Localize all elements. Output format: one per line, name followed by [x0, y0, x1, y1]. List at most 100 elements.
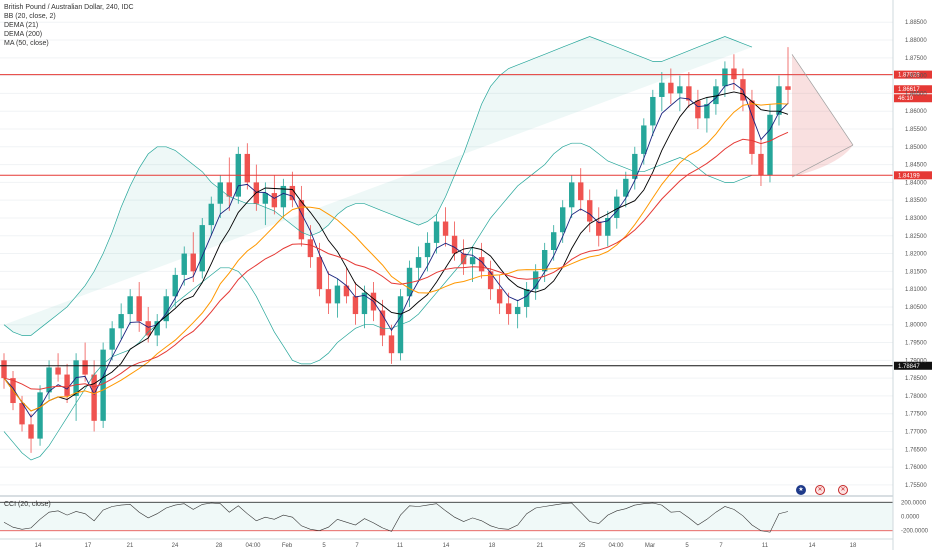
candle: [541, 242, 548, 283]
price-tick-label: 1.79000: [905, 358, 927, 364]
candle-body: [731, 68, 737, 80]
candle: [154, 314, 160, 347]
candle-body: [46, 367, 52, 393]
flag-au-icon[interactable]: ★: [796, 485, 806, 495]
cci-tick-label: 200.0000: [901, 500, 927, 506]
candle-body: [605, 217, 611, 236]
candle: [659, 72, 665, 112]
candle-body: [623, 178, 629, 197]
legend-dema200: DEMA (200): [4, 31, 43, 38]
candle-body: [307, 239, 314, 258]
candle-body: [55, 367, 61, 375]
candle: [505, 292, 512, 325]
dema200-line: [3, 131, 789, 390]
flag-uk-icon[interactable]: ✕: [815, 485, 825, 495]
candle: [451, 221, 458, 261]
chart-legend: British Pound / Australian Dollar, 240, …: [4, 3, 134, 48]
candle-body: [64, 374, 70, 396]
indicator-lines: [3, 36, 789, 461]
candle: [388, 324, 395, 364]
time-tick-label: 28: [216, 543, 223, 549]
level-tag-label: 1.78847: [898, 364, 920, 370]
price-tick-label: 1.87500: [905, 56, 927, 62]
candle: [217, 175, 223, 218]
time-tick-label: 21: [537, 543, 544, 549]
candle: [55, 353, 61, 382]
candle-body: [433, 221, 440, 243]
candle-body: [325, 289, 332, 304]
price-tick-label: 1.84500: [905, 163, 927, 169]
time-tick-label: 14: [809, 543, 816, 549]
candle-body: [641, 125, 647, 154]
countdown-tag: [894, 94, 932, 103]
price-tick-label: 1.85000: [905, 145, 927, 151]
level-tag-label: 1.84199: [898, 173, 920, 179]
candle: [478, 242, 485, 279]
candle: [523, 282, 530, 318]
candle-body: [532, 271, 539, 290]
candle-body: [767, 114, 773, 176]
candle: [496, 274, 503, 315]
candle-body: [668, 82, 674, 94]
candle: [361, 285, 368, 329]
candle-body: [632, 153, 638, 179]
candle-body: [650, 96, 656, 126]
price-tick-label: 1.77000: [905, 430, 927, 436]
price-tick-label: 1.81500: [905, 269, 927, 275]
candle-body: [704, 104, 710, 119]
time-tick-label: 14: [443, 543, 450, 549]
candle-body: [154, 321, 160, 336]
candle-body: [677, 86, 683, 94]
current-price-tag: [894, 85, 932, 94]
flag-uk-icon-2[interactable]: ✕: [838, 485, 848, 495]
candle: [695, 89, 701, 129]
cci-line: [3, 502, 789, 533]
candle-body: [19, 403, 25, 425]
legend-bb: BB (20, close, 2): [4, 13, 56, 20]
bb-basis-line: [3, 91, 789, 412]
candle: [46, 360, 52, 400]
candle: [244, 143, 251, 190]
candle-body: [136, 296, 142, 322]
time-tick-label: 24: [172, 543, 179, 549]
candle-body: [695, 100, 701, 119]
candle-body: [451, 235, 458, 254]
candle: [145, 306, 151, 343]
bb-lower-line: [3, 142, 753, 461]
price-tick-label: 1.78500: [905, 376, 927, 382]
projection-edge: [791, 54, 854, 146]
candle: [208, 196, 214, 236]
candle-body: [523, 289, 530, 307]
time-tick-label: 21: [127, 543, 134, 549]
candle: [307, 225, 314, 268]
time-tick-label: 11: [397, 543, 404, 549]
candle-body: [460, 253, 467, 265]
candle: [605, 210, 611, 247]
candle-body: [578, 182, 584, 201]
candle: [334, 278, 341, 318]
candle-body: [163, 296, 169, 322]
candle: [433, 214, 440, 254]
candle: [704, 96, 710, 133]
candle-body: [560, 207, 566, 233]
price-axis: 1.88500 1.88000 1.87500 1.87000 1.86500 1.860…: [892, 0, 929, 550]
cci-tick-label: -200.0000: [901, 529, 929, 535]
candle-body: [749, 100, 755, 154]
price-tick-label: 1.88000: [905, 38, 927, 44]
price-tick-label: 1.82500: [905, 234, 927, 240]
bb-fill: [4, 36, 752, 336]
candle: [415, 246, 422, 283]
candle: [514, 299, 521, 329]
candle: [487, 260, 494, 300]
candle: [316, 242, 323, 297]
candle-body: [659, 82, 665, 97]
candle-body: [352, 296, 359, 315]
candle: [785, 47, 791, 105]
price-tick-label: 1.86500: [905, 91, 927, 97]
candle-body: [415, 257, 422, 268]
candle: [298, 185, 305, 247]
candle-body: [496, 289, 503, 304]
countdown-label: 46:10: [898, 96, 914, 102]
candle: [550, 225, 557, 261]
